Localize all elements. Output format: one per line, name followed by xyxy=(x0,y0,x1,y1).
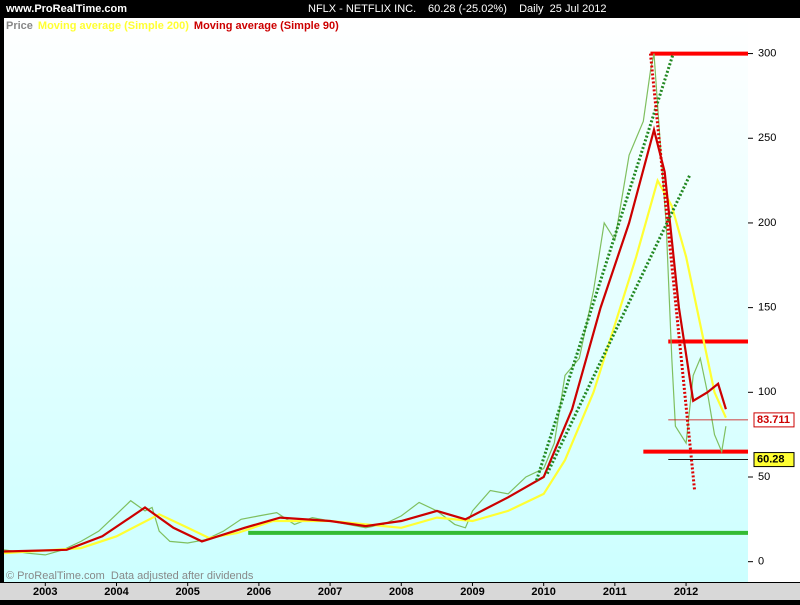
y-tick-label: 200 xyxy=(758,217,776,229)
trend-line xyxy=(545,174,691,475)
chart-subtitle: 60.28 (-25.02%) Daily 25 Jul 2012 xyxy=(428,3,607,15)
y-tick-label: 50 xyxy=(758,471,770,483)
price-label: 83.711 xyxy=(757,414,790,426)
x-tick-label: 2007 xyxy=(318,586,342,598)
series-line xyxy=(3,125,727,553)
series-line xyxy=(3,177,727,555)
x-tick-label: 2010 xyxy=(531,586,555,598)
site-name: www.ProRealTime.com xyxy=(5,3,127,15)
legend-entry: Price xyxy=(6,20,33,32)
x-tick-label: 2004 xyxy=(104,586,129,598)
legend-entry: Moving average (Simple 200) xyxy=(38,20,189,32)
trend-line xyxy=(648,53,697,491)
chart-title: NFLX - NETFLIX INC. xyxy=(308,3,416,15)
x-tick-label: 2008 xyxy=(389,586,413,598)
trend-line xyxy=(535,53,675,481)
y-tick-label: 300 xyxy=(758,47,776,59)
price-box xyxy=(753,452,795,468)
price-box xyxy=(753,412,795,428)
x-tick-label: 2005 xyxy=(175,586,199,598)
y-tick-label: 250 xyxy=(758,132,776,144)
y-tick-label: 0 xyxy=(758,556,764,568)
price-label: 60.28 xyxy=(757,453,785,465)
x-tick-label: 2003 xyxy=(33,586,57,598)
legend-entry: Moving average (Simple 90) xyxy=(194,20,339,32)
x-tick-label: 2012 xyxy=(674,586,698,598)
x-tick-label: 2011 xyxy=(603,586,627,598)
y-tick-label: 100 xyxy=(758,386,776,398)
y-tick-label: 150 xyxy=(758,302,776,314)
x-axis-area xyxy=(0,583,800,600)
x-tick-label: 2006 xyxy=(247,586,271,598)
x-tick-label: 2009 xyxy=(460,586,484,598)
plot-area xyxy=(4,18,748,582)
footer: © ProRealTime.com Data adjusted after di… xyxy=(6,570,254,582)
y-axis-area xyxy=(748,18,800,582)
